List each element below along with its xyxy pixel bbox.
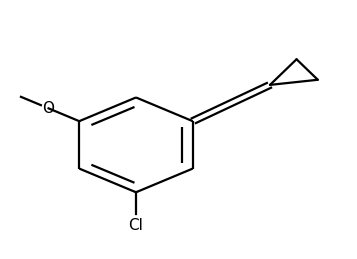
Text: Cl: Cl — [129, 218, 144, 233]
Text: O: O — [42, 101, 55, 116]
